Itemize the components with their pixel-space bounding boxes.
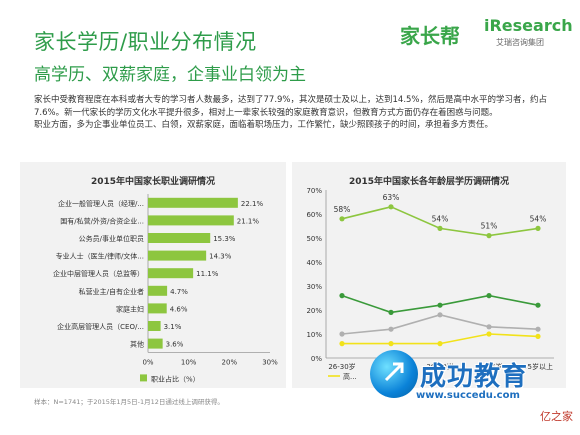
line-y-tick-label: 40% [306,259,322,267]
line-point [535,326,541,332]
line-point [388,204,394,210]
summary-paragraph-occupation: 职业方面，多为企事业单位员工、白领，双薪家庭，面临着职场压力，工作繁忙，缺少照顾… [34,120,494,130]
watermark-corner-text: 亿之家 [540,410,573,423]
bar-value-label: 22.1% [241,200,264,208]
occupation-chart-title: 2015年中国家长职业调研情况 [90,177,216,187]
education-age-chart-title: 2015年中国家长各年龄层学历调研情况 [348,177,510,187]
page-subtitle: 高学历、双薪家庭，企事业白领为主 [34,65,306,85]
occupation-bar-chart: 企业一般管理人员（经理/... 22.1% 国有/私营/外资/合资企业... 21.1… [53,194,278,383]
bar-category-label: 家庭主妇 [116,304,144,313]
line-point [339,341,345,347]
line-point [339,216,345,222]
watermark-arrow-icon [384,362,404,382]
summary-paragraph-education: 家长中受教育程度在本科或者大专的学习者人数最多，达到了77.9%，其次是硕士及以… [34,95,548,118]
line-point [339,293,345,299]
line-point [535,333,541,339]
line-y-tick-label: 50% [306,235,322,243]
bar [148,197,238,208]
watermark-url: www.succedu.com [416,390,520,401]
line-y-tick-label: 10% [306,331,322,339]
iresearch-logo-subtitle: 艾瑞咨询集团 [496,38,544,47]
line-y-tick-label: 20% [306,307,322,315]
line-point [486,324,492,330]
line-point [486,233,492,239]
jiazhangbang-logo: 家长帮 [400,24,460,48]
iresearch-logo: iResearch [484,16,573,35]
bar-value-label: 3.6% [166,341,184,349]
watermark-brand-text: 成功教育 [420,362,529,392]
bar-category-label: 其他 [130,340,144,349]
education-age-chart-panel: 2015年中国家长各年龄层学历调研情况 0% 10% 20% 30% 40% 50% 60%… [292,162,566,388]
line-point [388,341,394,347]
bar-x-tick-label: 20% [222,358,238,366]
bar-value-label: 11.1% [196,270,219,278]
line-y-tick-label: 0% [311,355,322,363]
bar-category-label: 企业一般管理人员（经理/... [58,199,144,208]
page-title: 家长学历/职业分布情况 [34,30,257,54]
bar-category-label: 企业中层管理人员（总监等） [53,269,144,278]
line-x-tick-label: 26-30岁 [328,362,355,371]
line-point [437,312,443,318]
line-legend-label: 高... [343,372,357,381]
line-y-tick-label: 30% [306,283,322,291]
bar-value-label: 21.1% [237,217,260,225]
line-series-3 [341,313,539,335]
line-point [388,309,394,315]
bar-value-label: 3.1% [164,323,182,331]
line-point [339,331,345,337]
line-point [486,293,492,299]
bar-legend-swatch [140,374,147,382]
line-point-label: 54% [530,214,547,223]
bar [148,321,161,331]
line-y-tick-label: 60% [306,211,322,219]
line-point-label: 51% [481,222,498,231]
bar-x-tick-label: 30% [262,358,278,366]
bar-category-label: 国有/私营/外资/合资企业... [60,216,144,225]
line-point [437,341,443,347]
line-x-tick-label: 41-45岁 [475,362,502,371]
line-y-tick-label: 70% [306,187,322,195]
line-point [486,331,492,337]
line-point [535,302,541,308]
education-age-line-chart: 0%10%20%30%40%50%60%70%26-30岁31-35岁36-40… [306,187,554,381]
bar [148,285,168,296]
bar-category-label: 专业人士（医生/律师/文体... [56,252,144,261]
bar-value-label: 4.6% [170,305,188,313]
line-point-label: 63% [383,193,400,202]
bar-value-label: 14.3% [209,253,232,261]
bar-category-label: 企业高层管理人员（CEO/... [57,322,144,331]
line-point [388,326,394,332]
line-point-label: 54% [432,214,449,223]
bar [148,215,234,226]
bar [148,338,163,349]
line-point [535,225,541,231]
bar [148,233,211,243]
line-point [437,225,443,231]
line-x-tick-label: 36-40岁 [426,362,453,371]
sample-footnote: 样本：N=1741；于2015年1月5日-1月12日通过线上调研获得。 [34,398,224,406]
bar-value-label: 15.3% [213,235,236,243]
bar-category-label: 私营业主/自有企业者 [79,287,144,296]
bar [148,268,194,279]
bar-value-label: 4.7% [170,288,188,296]
bar-category-label: 公务员/事业单位职员 [79,234,144,243]
bar-legend-label: 职业占比（%） [151,374,200,383]
bar-x-tick-label: 10% [181,358,197,366]
line-point [437,302,443,308]
line-point-label: 58% [334,205,351,214]
bar [148,250,207,261]
line-x-tick-label: 45岁以上 [523,362,553,371]
summary-text: 家长中受教育程度在本科或者大专的学习者人数最多，达到了77.9%，其次是硕士及以… [34,94,554,132]
bar-x-tick-label: 0% [142,358,153,366]
bar [148,303,167,314]
occupation-chart-panel: 2015年中国家长职业调研情况 企业一般管理人员（经理/... 22.1% 国有/私… [20,162,286,388]
